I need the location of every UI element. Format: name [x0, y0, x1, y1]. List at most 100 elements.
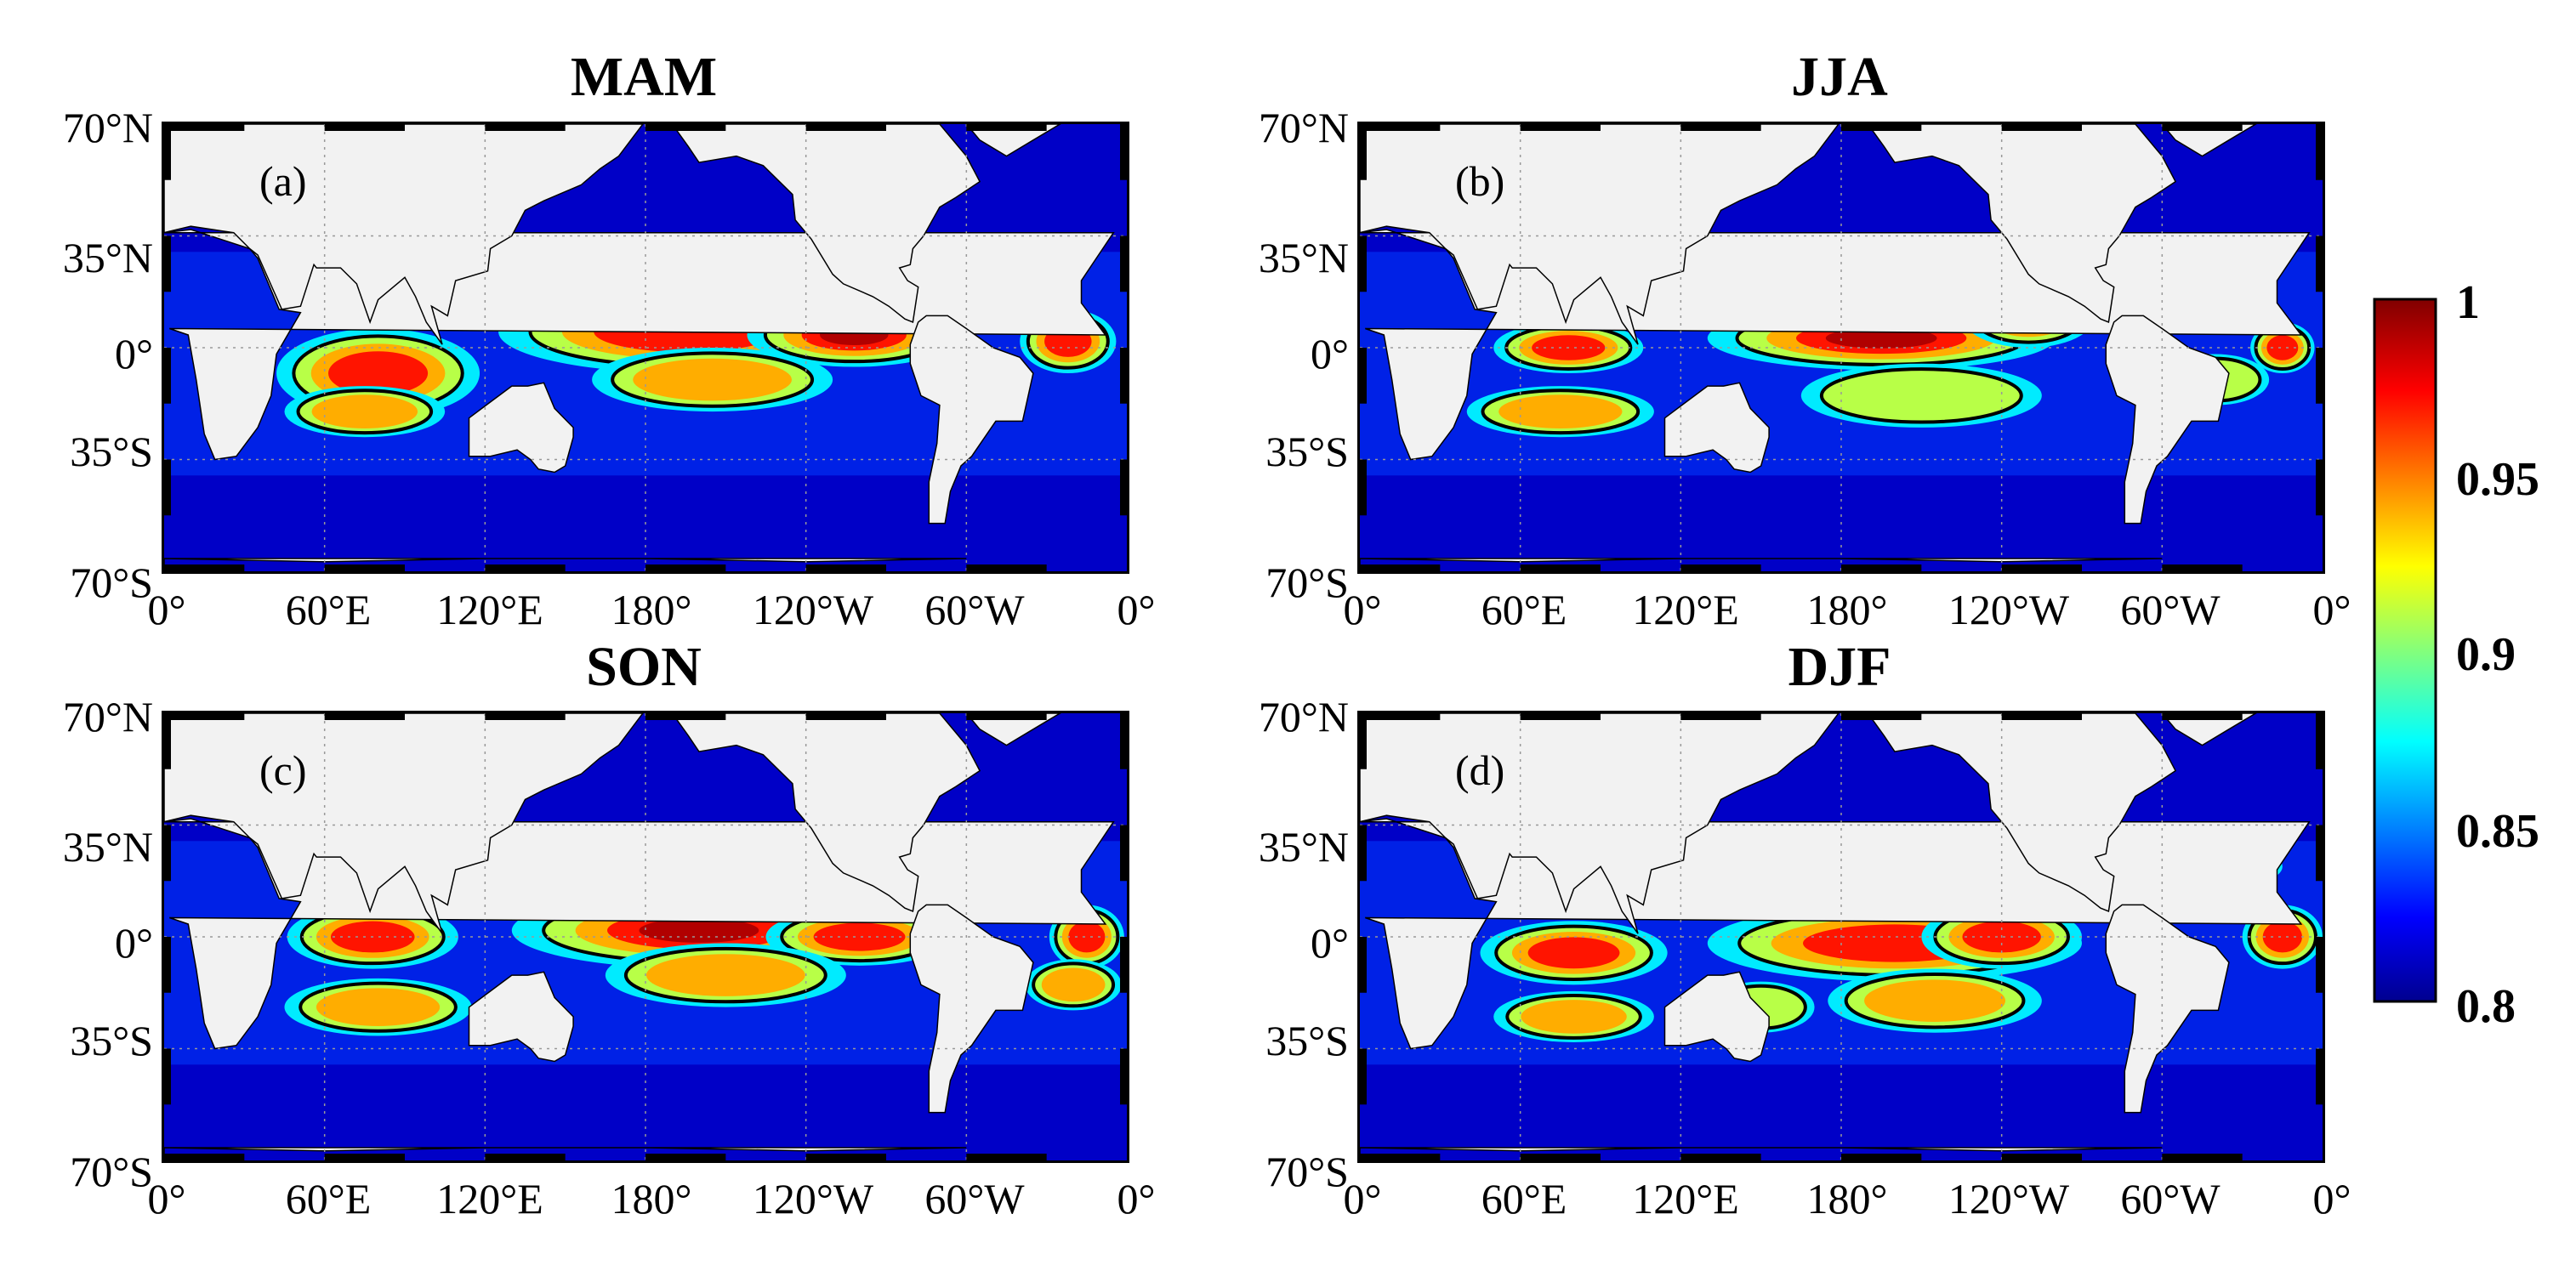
x-tick-60e-c: 60°E: [285, 1175, 372, 1222]
panel-title-djf: DJF: [1788, 636, 1891, 698]
x-tick-60w-d: 60°W: [2120, 1175, 2221, 1222]
land-eurasia: [1360, 713, 1840, 934]
frame-tick: [805, 124, 886, 131]
contour-line: [296, 389, 434, 435]
frame-tick: [2001, 1154, 2082, 1160]
frame-tick: [1120, 124, 1127, 180]
correlation-patch: [1521, 1000, 1627, 1034]
frame-tick: [1520, 124, 1601, 131]
frame-tick: [164, 1154, 245, 1160]
x-tick-0e-c: 0°: [1117, 1175, 1156, 1222]
frame-tick: [164, 825, 171, 882]
frame-tick: [2001, 564, 2082, 571]
frame-tick: [2316, 124, 2323, 180]
correlation-patch: [639, 918, 759, 943]
land-australia: [1663, 971, 1770, 1063]
y-tick-70n-right-bottom: 70°N: [1258, 693, 1349, 740]
land-eurasia: [1360, 124, 1840, 345]
contour-line: [1819, 367, 2023, 424]
frame-tick: [1360, 1154, 1441, 1160]
frame-tick: [1520, 713, 1601, 720]
colorbar-gradient: [2373, 298, 2437, 1003]
x-tick-180-a: 180°: [611, 586, 692, 633]
x-tick-60w-a: 60°W: [924, 586, 1025, 633]
panel-title-son: SON: [586, 636, 702, 698]
panel-label-a: (a): [259, 157, 307, 205]
x-tick-120e-d: 120°E: [1632, 1175, 1739, 1222]
land-antarctic: [1360, 558, 2163, 571]
y-tick-35n-right-top: 35°N: [1258, 234, 1349, 281]
frame-tick: [1360, 713, 1367, 769]
x-tick-60e-b: 60°E: [1481, 586, 1567, 633]
land-samerica: [2105, 315, 2230, 525]
x-tick-60e-d: 60°E: [1481, 1175, 1567, 1222]
y-tick-0-left-bottom: 0°: [115, 919, 153, 967]
frame-tick: [2316, 348, 2323, 404]
frame-tick: [1120, 235, 1127, 292]
frame-tick: [1360, 825, 1367, 882]
x-tick-0e-b: 0°: [2312, 586, 2351, 633]
y-tick-35s-right-top: 35°S: [1265, 428, 1349, 475]
x-tick-60w-b: 60°W: [2120, 586, 2221, 633]
frame-tick: [2162, 564, 2243, 571]
panel-label-b: (b): [1455, 157, 1505, 205]
frame-tick: [2162, 124, 2243, 131]
colorbar-tick-08: 0.8: [2456, 980, 2516, 1033]
frame-tick: [1360, 1048, 1367, 1105]
panel-label-c: (c): [259, 746, 307, 794]
y-tick-70s-right-bottom: 70°S: [1265, 1148, 1349, 1195]
correlation-patch: [1498, 394, 1623, 428]
land-australia: [468, 971, 574, 1063]
frame-tick: [966, 1154, 1047, 1160]
x-tick-180-d: 180°: [1806, 1175, 1888, 1222]
correlation-patch: [1864, 979, 2006, 1022]
field-map-jja: [1360, 124, 2323, 571]
y-tick-35s-left-bottom: 35°S: [70, 1017, 153, 1064]
y-tick-35s-left-top: 35°S: [70, 428, 153, 475]
correlation-patch: [1527, 937, 1620, 969]
map-panel-son: (c): [162, 711, 1129, 1163]
land-namerica: [671, 713, 981, 912]
frame-tick: [1360, 713, 1441, 720]
frame-tick: [2316, 459, 2323, 516]
frame-tick: [2001, 124, 2082, 131]
frame-tick: [164, 564, 245, 571]
correlation-patch: [311, 394, 418, 428]
frame-tick: [805, 713, 886, 720]
field-map-mam: [164, 124, 1127, 571]
frame-tick: [485, 124, 566, 131]
colorbar: [2373, 298, 2437, 1003]
land-australia: [468, 382, 574, 474]
frame-tick: [164, 235, 171, 292]
colorbar-tick-095: 0.95: [2456, 453, 2539, 506]
field-map-son: [164, 713, 1127, 1160]
land-eurasia: [164, 713, 644, 934]
correlation-patch: [316, 988, 441, 1026]
field-map-djf: [1360, 713, 2323, 1160]
land-antarctic: [164, 558, 967, 571]
x-tick-0-c: 0°: [147, 1175, 186, 1222]
frame-tick: [485, 1154, 566, 1160]
frame-tick: [2162, 713, 2243, 720]
land-namerica: [1867, 124, 2177, 323]
land-samerica: [909, 904, 1034, 1114]
contour-line: [611, 351, 815, 408]
panel-label-d: (d): [1455, 746, 1505, 794]
contour-line: [1494, 924, 1653, 981]
x-tick-0e-a: 0°: [1117, 586, 1156, 633]
frame-tick: [1360, 348, 1367, 404]
frame-tick: [324, 713, 405, 720]
land-greenland: [2161, 713, 2257, 746]
y-tick-0-right-bottom: 0°: [1311, 919, 1349, 967]
frame-tick: [485, 713, 566, 720]
frame-tick: [1680, 124, 1761, 131]
contour-line: [1032, 962, 1116, 1008]
panel-title-mam: MAM: [570, 46, 718, 108]
frame-tick: [1360, 124, 1441, 131]
frame-tick: [1841, 1154, 1922, 1160]
frame-tick: [1841, 564, 1922, 571]
frame-tick: [1360, 235, 1367, 292]
panel-title-jja: JJA: [1791, 46, 1888, 108]
frame-tick: [2316, 713, 2323, 769]
x-tick-60w-c: 60°W: [924, 1175, 1025, 1222]
